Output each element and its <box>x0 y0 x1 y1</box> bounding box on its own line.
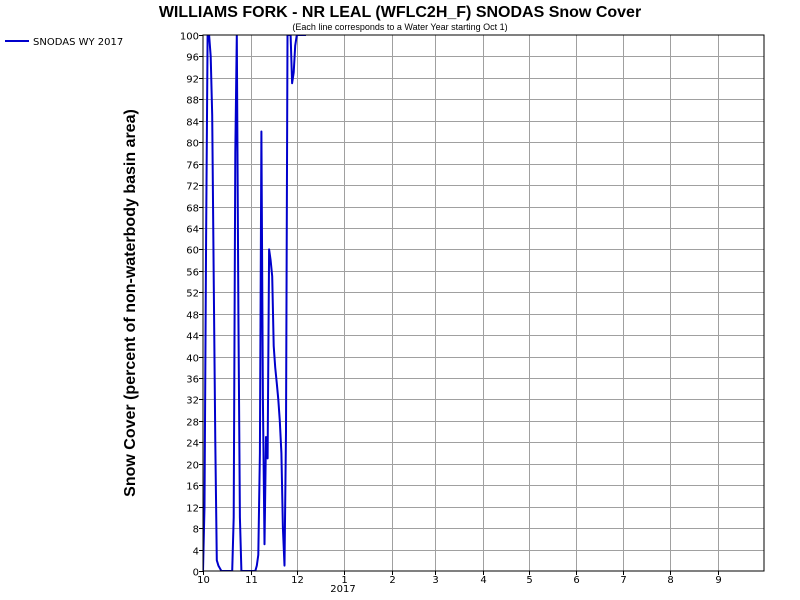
grid <box>203 35 764 571</box>
y-tick-label: 72 <box>186 182 199 193</box>
x-tick-label: 11 <box>245 575 258 586</box>
y-tick-label: 60 <box>186 246 199 257</box>
x-tick-label: 6 <box>573 575 579 586</box>
x-tick-label: 1 <box>341 575 347 586</box>
y-tick-label: 12 <box>186 504 199 515</box>
y-tick-label: 68 <box>186 204 199 215</box>
y-tick-label: 84 <box>186 118 199 129</box>
plot-frame <box>202 34 765 572</box>
legend-label: SNODAS WY 2017 <box>33 37 123 48</box>
x-tick-label: 12 <box>291 575 304 586</box>
y-tick-label: 24 <box>186 439 199 450</box>
y-tick-label: 64 <box>186 225 199 236</box>
y-tick-label: 20 <box>186 461 199 472</box>
y-tick-label: 80 <box>186 139 199 150</box>
y-tick-label: 4 <box>193 547 199 558</box>
chart-subtitle: (Each line corresponds to a Water Year s… <box>292 22 507 32</box>
x-tick-label: 5 <box>526 575 532 586</box>
x-tick-label: 4 <box>480 575 486 586</box>
x-axis-year-label: 2017 <box>330 584 355 595</box>
y-tick-label: 48 <box>186 311 199 322</box>
y-tick-label: 92 <box>186 75 199 86</box>
y-tick-label: 76 <box>186 161 199 172</box>
x-tick-label: 7 <box>620 575 626 586</box>
y-tick-label: 16 <box>186 482 199 493</box>
y-tick-label: 8 <box>193 525 199 536</box>
series-layer <box>203 35 306 571</box>
y-tick-label: 56 <box>186 268 199 279</box>
legend: SNODAS WY 2017 <box>5 37 123 48</box>
y-tick-label: 28 <box>186 418 199 429</box>
x-tick-label: 8 <box>667 575 673 586</box>
y-tick-label: 36 <box>186 375 199 386</box>
y-axis-ticks: 0481216202428323640444852566064687276808… <box>180 32 203 579</box>
y-tick-label: 40 <box>186 354 199 365</box>
y-axis-label: Snow Cover (percent of non-waterbody bas… <box>122 109 139 497</box>
x-axis-ticks: 10 11 12 1 2 3 4 5 6 7 8 9 <box>197 571 722 586</box>
y-tick-label: 44 <box>186 332 199 343</box>
x-tick-label: 2 <box>389 575 395 586</box>
y-tick-label: 100 <box>180 32 199 43</box>
y-tick-label: 96 <box>186 53 199 64</box>
y-tick-label: 52 <box>186 289 199 300</box>
series-line <box>203 35 306 571</box>
y-tick-label: 32 <box>186 396 199 407</box>
x-tick-label: 10 <box>197 575 210 586</box>
y-tick-label: 0 <box>193 568 199 579</box>
x-tick-label: 9 <box>715 575 721 586</box>
x-tick-label: 3 <box>432 575 438 586</box>
y-tick-label: 88 <box>186 96 199 107</box>
chart-title: WILLIAMS FORK - NR LEAL (WFLC2H_F) SNODA… <box>159 4 641 21</box>
